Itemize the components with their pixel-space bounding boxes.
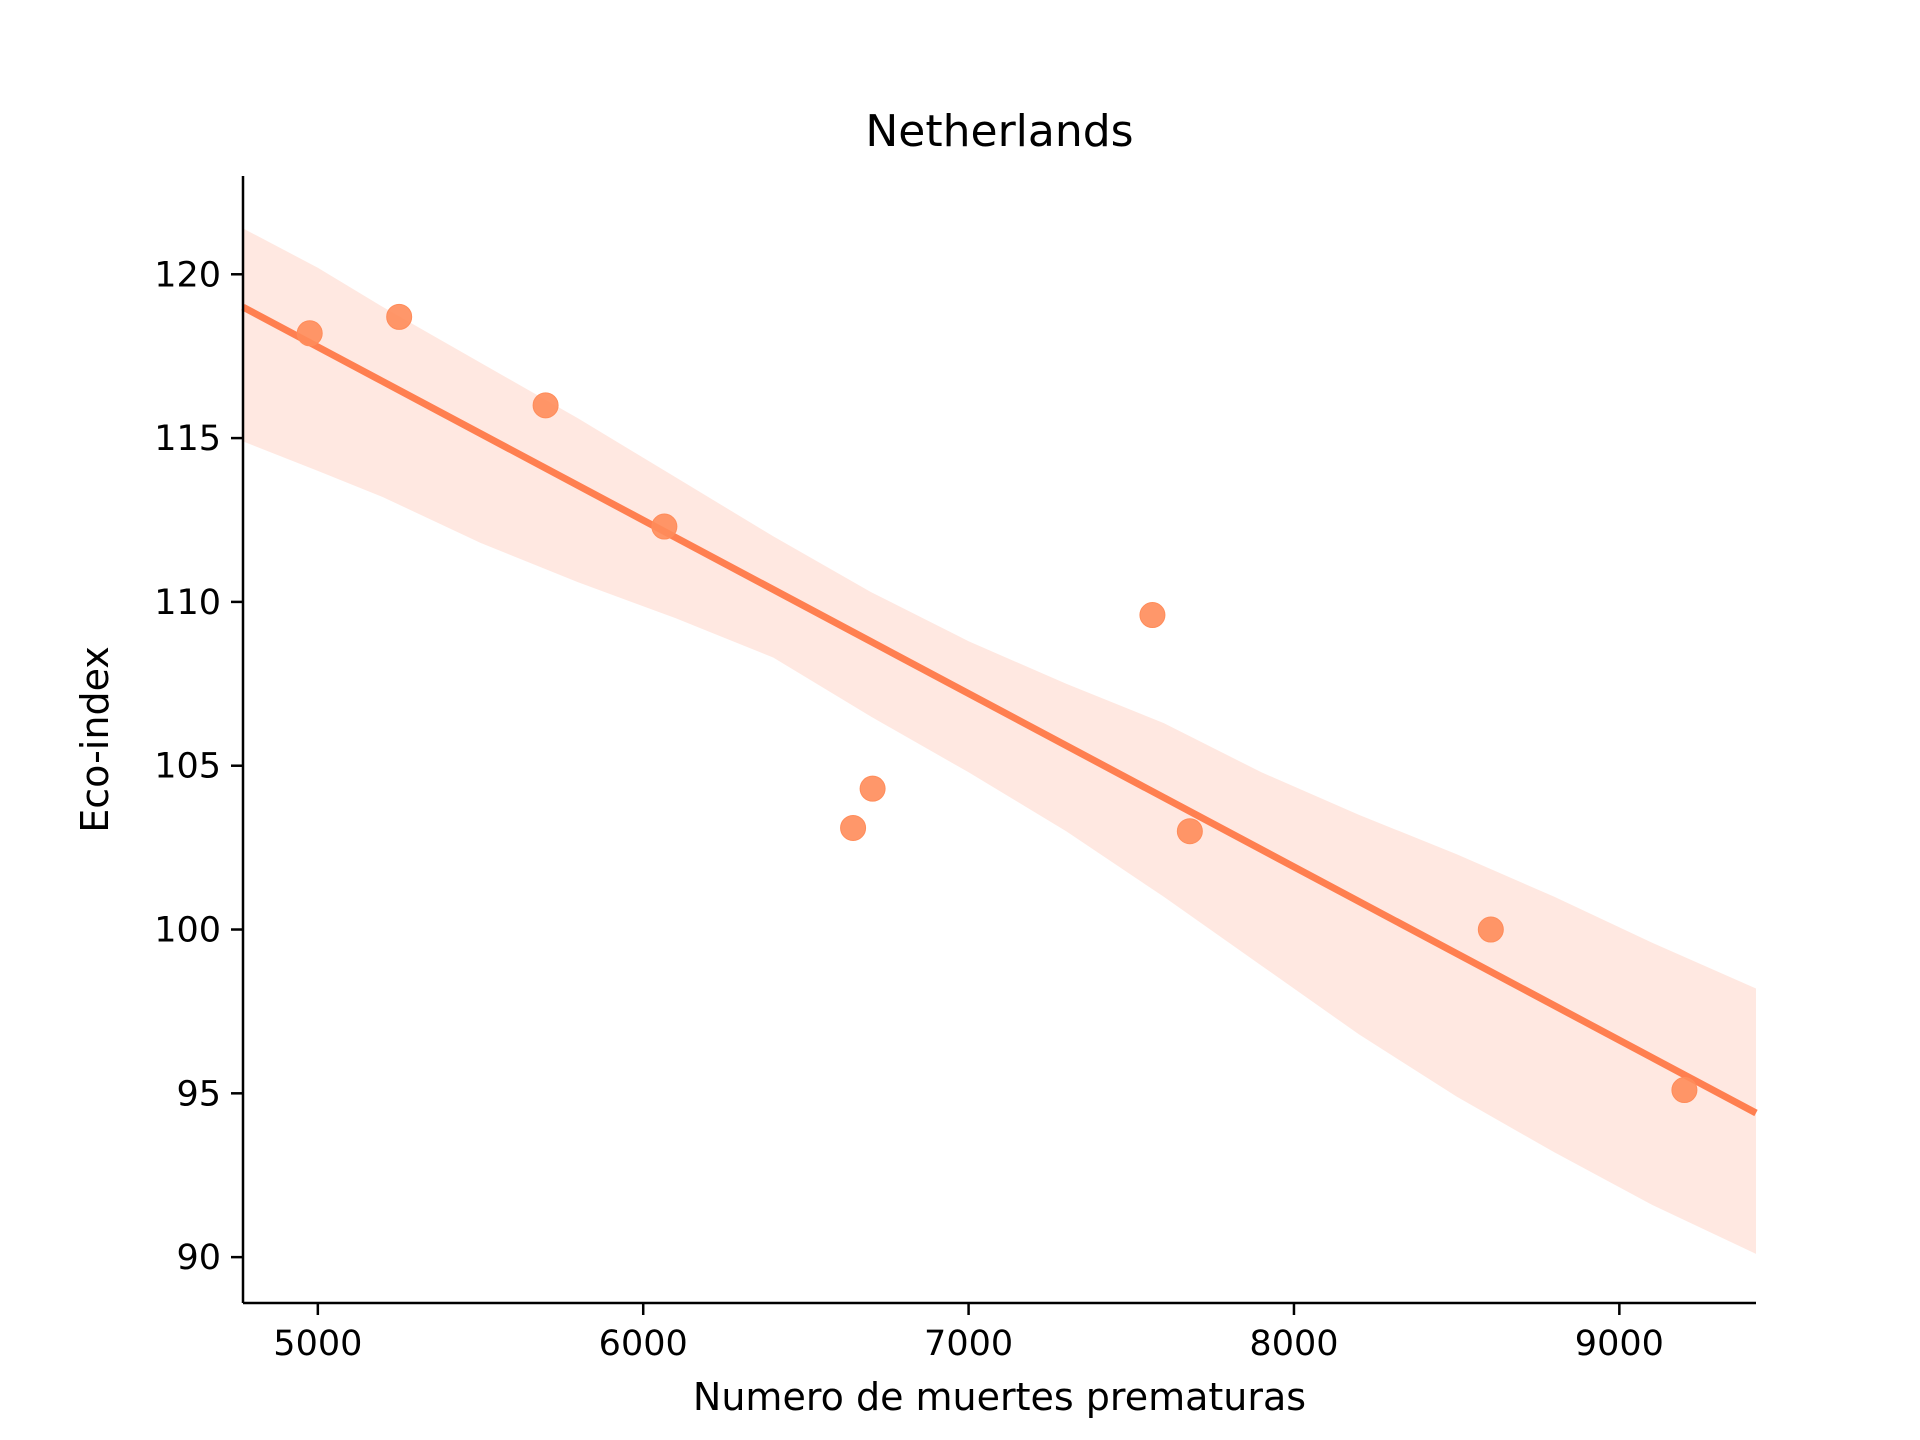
- x-tick-label: 5000: [273, 1324, 362, 1364]
- axes: [241, 176, 1756, 1305]
- y-tick-label: 120: [154, 255, 221, 295]
- y-tick-label: 115: [154, 419, 221, 459]
- data-point-9: [1477, 916, 1504, 943]
- data-point-10: [1671, 1077, 1698, 1104]
- y-ticks: 90 95 100 105 110 115 120: [154, 255, 243, 1278]
- y-axis-label: Eco-index: [73, 646, 117, 833]
- y-tick-label: 90: [176, 1238, 221, 1278]
- x-tick-label: 6000: [599, 1324, 688, 1364]
- data-points-layer: [296, 303, 1698, 1104]
- data-point-8: [1176, 818, 1203, 845]
- confidence-band-layer: [243, 228, 1756, 1254]
- data-point-6: [859, 775, 886, 802]
- y-tick-label: 110: [154, 583, 221, 623]
- data-point-2: [386, 303, 413, 330]
- data-point-3: [532, 392, 559, 419]
- chart-title: Netherlands: [865, 106, 1133, 157]
- x-axis-label: Numero de muertes prematuras: [693, 1375, 1306, 1419]
- y-tick-label: 100: [154, 911, 221, 951]
- x-ticks: 5000 6000 7000 8000 9000: [273, 1303, 1664, 1364]
- data-point-4: [651, 513, 678, 540]
- x-tick-label: 9000: [1575, 1324, 1664, 1364]
- y-tick-label: 95: [176, 1074, 221, 1114]
- x-tick-label: 8000: [1249, 1324, 1338, 1364]
- data-point-1: [296, 320, 323, 347]
- regression-line: [241, 303, 1758, 1117]
- regression-line-layer: [241, 303, 1758, 1117]
- y-tick-label: 105: [154, 747, 221, 787]
- x-tick-label: 7000: [924, 1324, 1013, 1364]
- data-point-7: [1139, 602, 1166, 629]
- confidence-band: [243, 228, 1756, 1254]
- data-point-5: [840, 814, 867, 841]
